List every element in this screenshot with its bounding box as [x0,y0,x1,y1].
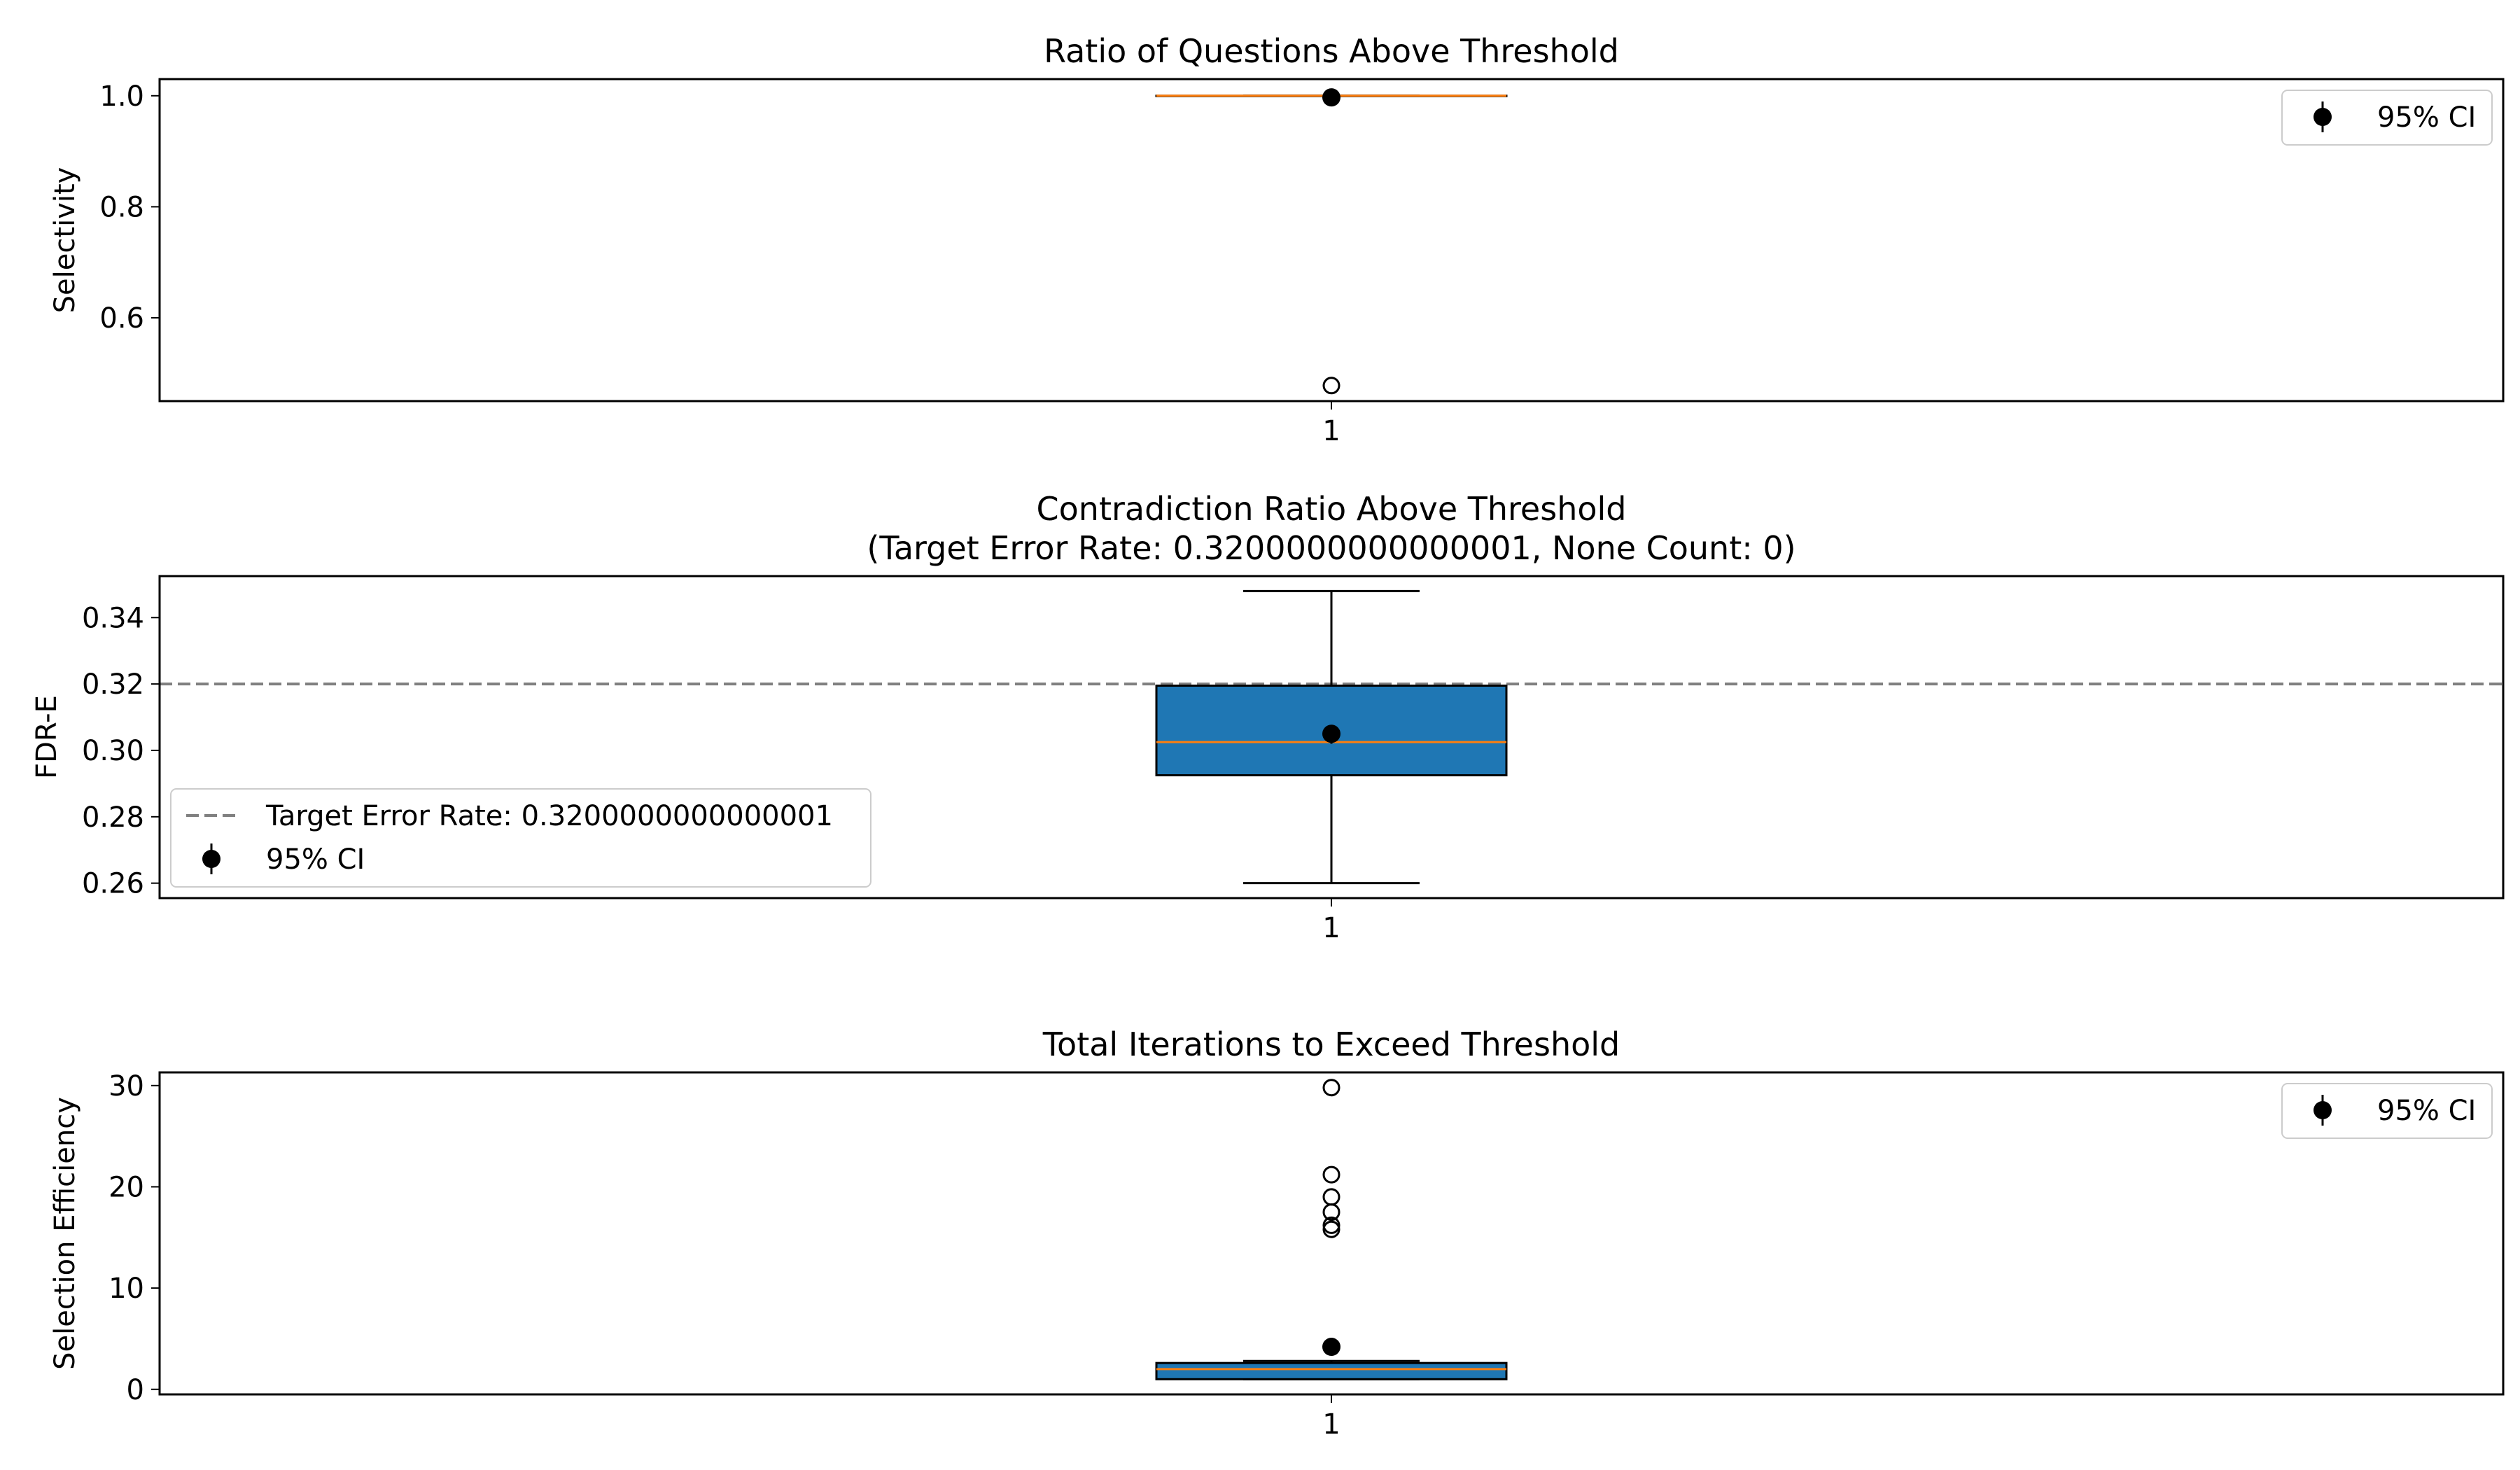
legend-entry-label: Target Error Rate: 0.3200000000000001 [265,800,833,832]
legend-ci-marker [202,850,220,868]
axes-frame [158,1071,2505,1396]
chart-title: Contradiction Ratio Above Threshold [1037,490,1627,528]
legend-frame [2281,90,2493,146]
y-tick-label: 30 [108,1070,144,1102]
legend-frame [2281,1083,2493,1139]
subplot-1: Ratio of Questions Above Threshold Select… [49,32,2505,447]
ci-mean-marker [1322,724,1340,743]
subplot-2: Contradiction Ratio Above Threshold(Targ… [31,490,2505,944]
y-tick-label: 0.32 [82,668,144,701]
legend-entry-label: 95% CI [2377,102,2476,134]
subplot-3: Total Iterations to Exceed Threshold Sele… [49,1026,2505,1441]
outlier-point [1322,1220,1340,1238]
legend-frame [170,788,872,888]
y-tick-label: 0.34 [82,602,144,634]
y-tick-label: 20 [108,1171,144,1203]
legend-ci-marker [2314,108,2332,126]
legend-ci-marker [2314,1101,2332,1119]
ci-mean-marker [1322,1338,1340,1357]
y-tick-label: 0 [127,1374,144,1406]
axes-frame [158,575,2505,899]
y-tick-label: 0.30 [82,735,144,767]
ci-mean-marker [1322,88,1340,107]
y-tick-label: 1.0 [99,80,144,113]
legend: 95% CI [2281,1083,2493,1139]
subplots: Ratio of Questions Above Threshold Select… [31,32,2505,1441]
chart-subtitle: (Target Error Rate: 0.3200000000000001, … [867,529,1795,567]
y-axis-label: FDR-E [31,695,63,779]
chart-title: Total Iterations to Exceed Threshold [1042,1026,1620,1063]
x-tick-label: 1 [1322,415,1340,447]
legend: 95% CI [2281,90,2493,146]
outlier-point [1322,377,1340,395]
y-tick-label: 0.6 [99,302,144,335]
y-axis-label: Selectivity [49,167,81,314]
y-tick-label: 0.8 [99,191,144,223]
y-tick-label: 0.28 [82,802,144,834]
outlier-point [1322,1166,1340,1184]
outlier-point [1322,1079,1340,1097]
y-tick-label: 0.26 [82,868,144,900]
legend-entry-label: 95% CI [2377,1095,2476,1127]
x-tick-label: 1 [1322,912,1340,944]
legend: Target Error Rate: 0.3200000000000001 95%… [170,788,872,888]
legend-entry-label: 95% CI [266,844,365,876]
y-tick-label: 10 [108,1273,144,1305]
outlier-point [1322,1203,1340,1222]
y-axis-label: Selection Efficiency [49,1097,81,1370]
x-tick-label: 1 [1322,1408,1340,1441]
chart-title: Ratio of Questions Above Threshold [1044,32,1619,70]
box-iqr [1155,1362,1508,1380]
axes-frame [158,78,2505,402]
